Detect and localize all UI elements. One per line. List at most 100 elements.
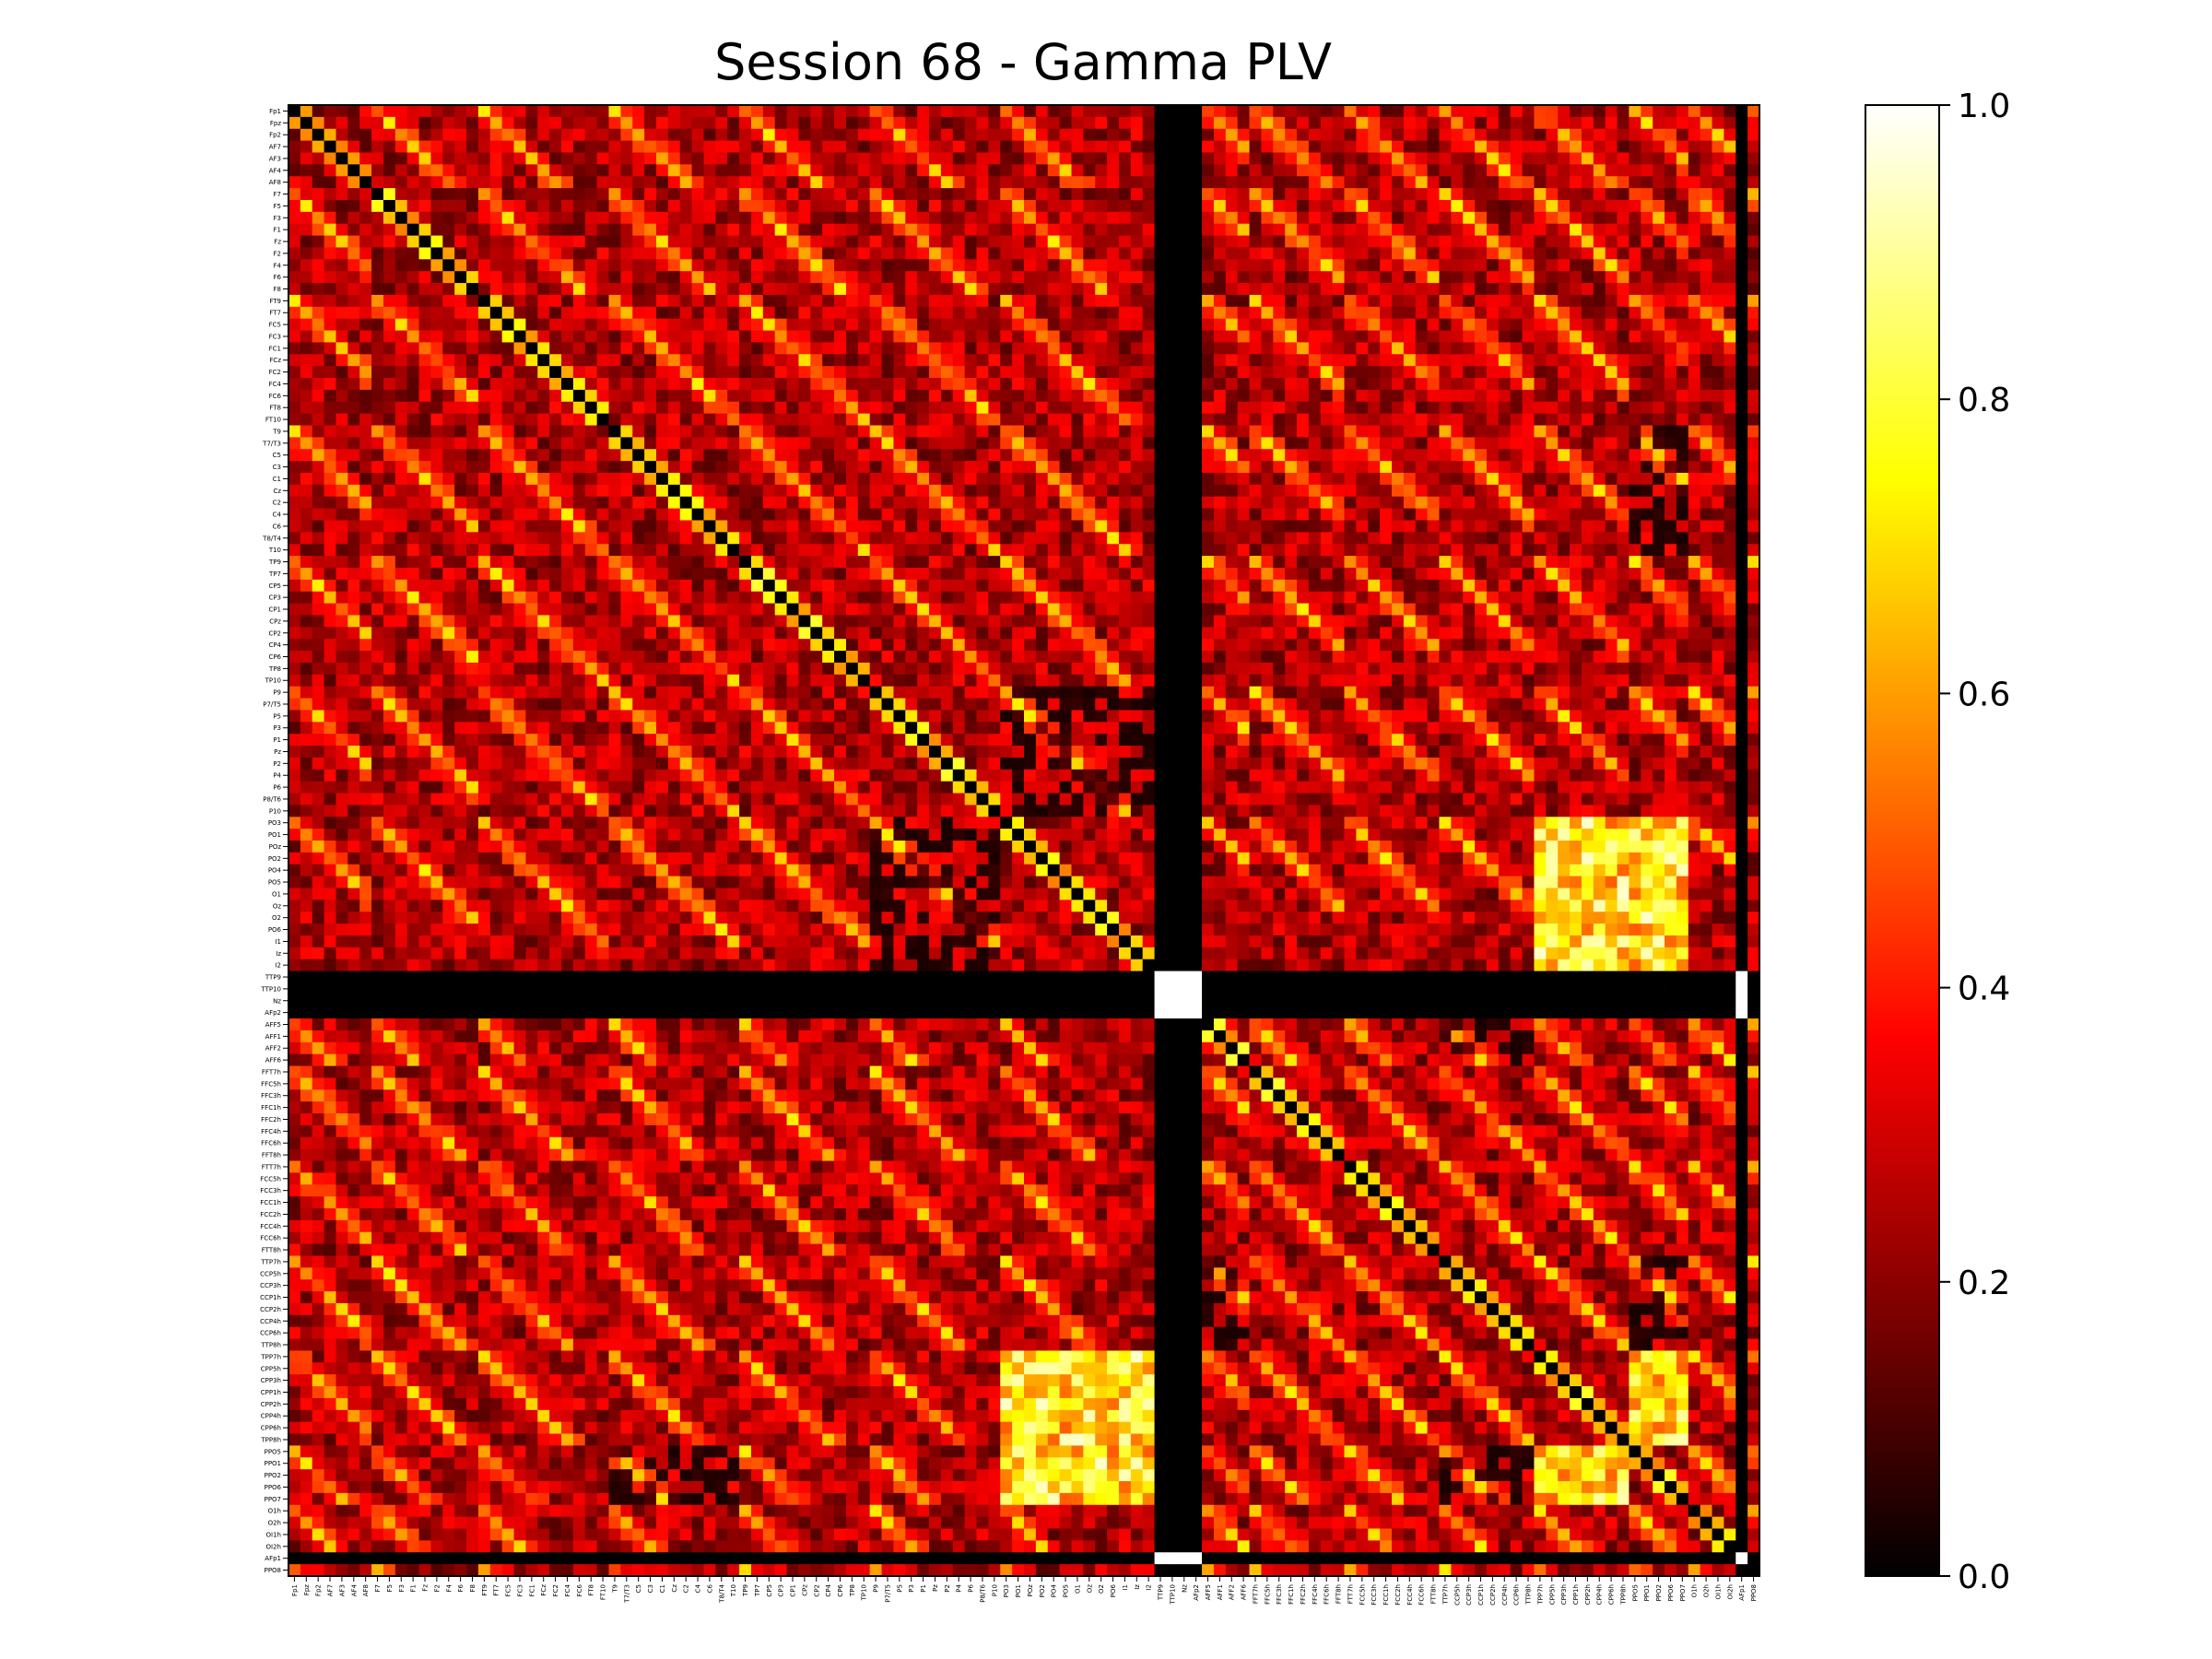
heatmap-cell	[1261, 105, 1274, 118]
heatmap-cell	[382, 354, 396, 367]
heatmap-cell	[1747, 259, 1760, 272]
heatmap-cell	[501, 330, 514, 343]
heatmap-cell	[1380, 283, 1393, 296]
heatmap-cell	[834, 128, 847, 142]
heatmap-cell	[1012, 259, 1025, 272]
heatmap-cell	[489, 508, 503, 521]
heatmap-cell	[739, 567, 752, 581]
heatmap-cell	[1095, 294, 1108, 308]
heatmap-cell	[1570, 294, 1583, 308]
heatmap-cell	[442, 389, 455, 403]
heatmap-cell	[1285, 223, 1298, 236]
heatmap-cell	[1356, 425, 1369, 438]
heatmap-cell	[1510, 378, 1523, 391]
heatmap-cell	[430, 473, 443, 486]
heatmap-cell	[501, 247, 514, 260]
heatmap-cell	[774, 532, 787, 545]
heatmap-cell	[1118, 199, 1132, 213]
heatmap-cell	[347, 532, 360, 545]
heatmap-cell	[786, 544, 799, 557]
heatmap-cell	[822, 164, 835, 177]
heatmap-cell	[1712, 508, 1724, 521]
heatmap-cell	[905, 176, 918, 189]
heatmap-cell	[976, 461, 989, 474]
heatmap-cell	[1486, 223, 1500, 236]
heatmap-cell	[1332, 437, 1345, 450]
heatmap-cell	[1083, 247, 1096, 260]
heatmap-cell	[810, 211, 823, 225]
heatmap-cell	[810, 330, 823, 343]
heatmap-cell	[1522, 378, 1535, 391]
heatmap-cell	[1427, 556, 1440, 569]
heatmap-cell	[1522, 389, 1535, 403]
heatmap-cell	[1320, 259, 1334, 272]
heatmap-cell	[917, 271, 930, 284]
heatmap-cell	[715, 116, 728, 130]
heatmap-cell	[489, 461, 503, 474]
heatmap-cell	[1735, 283, 1748, 296]
heatmap-cell	[1273, 401, 1286, 415]
heatmap-cell	[976, 271, 989, 284]
heatmap-cell	[394, 449, 408, 462]
heatmap-cell	[1451, 199, 1464, 213]
heatmap-cell	[1130, 140, 1144, 153]
heatmap-cell	[1202, 128, 1215, 142]
heatmap-cell	[1012, 366, 1025, 379]
heatmap-cell	[1308, 508, 1322, 521]
heatmap-cell	[572, 271, 586, 284]
heatmap-cell	[430, 318, 443, 331]
heatmap-cell	[905, 520, 918, 533]
heatmap-cell	[1700, 330, 1712, 343]
heatmap-cell	[584, 140, 598, 153]
heatmap-cell	[1154, 188, 1167, 201]
heatmap-cell	[620, 105, 633, 118]
heatmap-cell	[727, 211, 740, 225]
heatmap-cell	[810, 164, 823, 177]
heatmap-cell	[1273, 152, 1286, 165]
heatmap-cell	[300, 389, 313, 403]
heatmap-cell	[679, 449, 693, 462]
heatmap-cell	[1178, 461, 1191, 474]
heatmap-cell	[1237, 247, 1250, 260]
heatmap-cell	[750, 437, 764, 450]
heatmap-cell	[608, 116, 621, 130]
heatmap-cell	[1653, 128, 1665, 142]
heatmap-cell	[1581, 461, 1594, 474]
heatmap-cell	[929, 508, 942, 521]
heatmap-cell	[477, 247, 491, 260]
heatmap-cell	[1000, 366, 1013, 379]
heatmap-cell	[1356, 211, 1369, 225]
heatmap-cell	[347, 473, 360, 486]
heatmap-cell	[1130, 223, 1144, 236]
heatmap-cell	[1665, 567, 1677, 581]
heatmap-cell	[893, 294, 906, 308]
heatmap-cell	[1439, 152, 1452, 165]
heatmap-cell	[976, 508, 989, 521]
heatmap-cell	[1107, 508, 1120, 521]
heatmap-cell	[691, 199, 704, 213]
heatmap-cell	[561, 413, 574, 426]
heatmap-cell	[371, 283, 384, 296]
heatmap-cell	[739, 449, 752, 462]
heatmap-cell	[418, 330, 431, 343]
heatmap-cell	[1581, 199, 1594, 213]
heatmap-cell	[762, 211, 776, 225]
heatmap-cell	[739, 152, 752, 165]
heatmap-cell	[739, 128, 752, 142]
heatmap-cell	[1202, 271, 1215, 284]
heatmap-cell	[312, 176, 325, 189]
heatmap-cell	[667, 283, 681, 296]
heatmap-cell	[1000, 389, 1013, 403]
heatmap-cell	[798, 259, 811, 272]
heatmap-cell	[905, 532, 918, 545]
heatmap-cell	[1344, 247, 1357, 260]
heatmap-cell	[1059, 271, 1072, 284]
heatmap-cell	[881, 520, 894, 533]
heatmap-cell	[394, 520, 408, 533]
heatmap-cell	[964, 378, 977, 391]
heatmap-cell	[1581, 389, 1594, 403]
heatmap-cell	[1747, 389, 1760, 403]
heatmap-cell	[1558, 556, 1571, 569]
heatmap-cell	[1308, 496, 1322, 510]
heatmap-cell	[905, 294, 918, 308]
